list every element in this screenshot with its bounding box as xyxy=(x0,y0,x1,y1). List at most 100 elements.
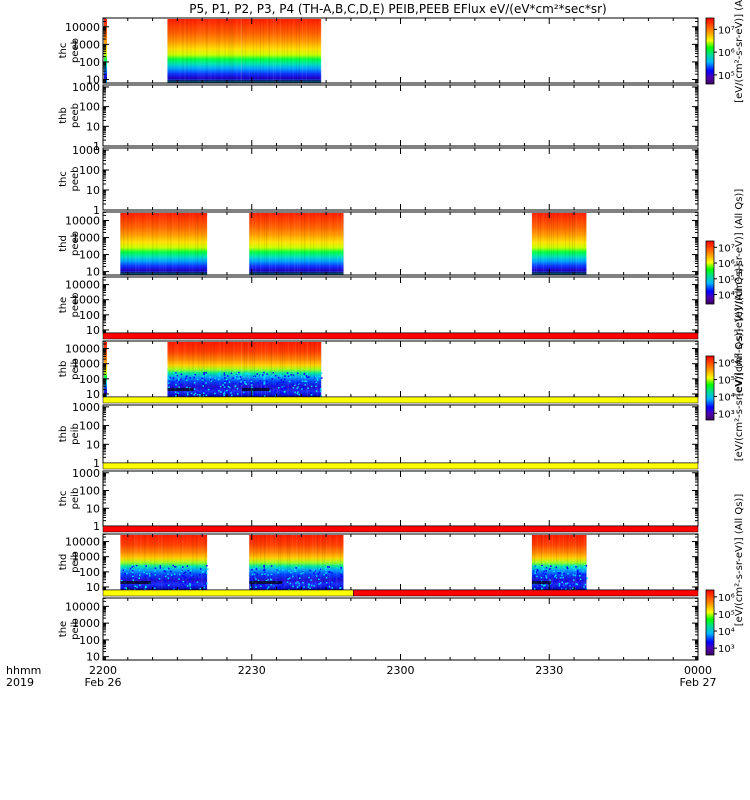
speckle xyxy=(181,575,183,577)
texture-line xyxy=(297,213,299,275)
panel-label-probe: thb xyxy=(58,426,69,443)
speckle xyxy=(199,573,201,576)
speckle xyxy=(124,588,126,590)
texture-line xyxy=(531,535,533,590)
speckle xyxy=(320,395,323,397)
texture-line xyxy=(175,19,177,83)
speckle xyxy=(254,387,256,389)
speckle xyxy=(577,576,579,579)
speckle xyxy=(202,392,205,394)
speckle xyxy=(297,382,299,384)
speckle xyxy=(566,566,568,568)
speckle xyxy=(172,587,175,589)
texture-line xyxy=(256,342,258,397)
speckle xyxy=(297,391,299,394)
texture-line xyxy=(558,535,560,590)
speckle xyxy=(266,588,268,591)
texture-line xyxy=(585,535,587,590)
speckle xyxy=(568,578,570,580)
texture-line xyxy=(306,342,308,397)
speckle xyxy=(222,390,225,393)
panel-label: thb peib xyxy=(58,423,81,445)
speckle xyxy=(298,575,300,577)
texture-line xyxy=(571,213,573,275)
speckle xyxy=(174,565,176,568)
speckle xyxy=(303,375,306,378)
speckle xyxy=(244,380,246,383)
texture-line xyxy=(228,342,230,397)
speckle xyxy=(318,583,320,585)
speckle xyxy=(293,384,296,387)
speckle xyxy=(186,386,188,389)
y-tick-label: 10 xyxy=(86,324,100,337)
panel-thb-peeb: 1 10 100 1000 thb peeb xyxy=(58,81,699,153)
speckle xyxy=(298,566,300,569)
x-tick-label: 2200 xyxy=(89,664,117,677)
panel-label: the peeb xyxy=(58,293,81,318)
texture-line xyxy=(147,535,149,590)
texture-line xyxy=(244,19,246,83)
speckle xyxy=(540,579,543,581)
texture-line xyxy=(251,535,253,590)
speckle xyxy=(276,383,279,385)
speckle xyxy=(186,565,189,567)
dark-band xyxy=(531,581,551,585)
speckle xyxy=(572,574,575,576)
texture-line xyxy=(281,213,283,275)
speckle xyxy=(287,578,289,580)
speckle xyxy=(574,574,577,577)
speckle xyxy=(263,383,265,385)
dark-band xyxy=(241,80,322,83)
speckle xyxy=(288,570,290,572)
spectrogram-block xyxy=(531,213,587,275)
texture-line xyxy=(292,535,294,590)
speckle xyxy=(138,577,140,579)
texture-line xyxy=(210,342,212,397)
texture-line xyxy=(285,213,287,275)
speckle xyxy=(578,582,581,584)
speckle xyxy=(202,375,204,378)
speckle xyxy=(315,390,318,392)
texture-line xyxy=(583,213,585,275)
speckle xyxy=(245,383,248,385)
speckle xyxy=(135,565,137,568)
speckle xyxy=(283,378,286,381)
texture-line xyxy=(249,342,251,397)
speckle xyxy=(301,388,303,390)
speckle xyxy=(262,386,264,388)
texture-line xyxy=(199,19,201,83)
speckle xyxy=(167,377,170,380)
speckle xyxy=(318,578,320,581)
speckle xyxy=(194,373,197,376)
texture-line xyxy=(237,342,239,397)
texture-line xyxy=(319,19,321,83)
speckle xyxy=(196,581,199,583)
speckle xyxy=(312,588,314,591)
speckle xyxy=(180,570,183,572)
speckle xyxy=(284,387,286,389)
texture-line xyxy=(167,535,169,590)
texture-line xyxy=(309,342,311,397)
texture-line xyxy=(256,535,258,590)
speckle xyxy=(190,392,193,395)
texture-line xyxy=(175,342,177,397)
texture-line xyxy=(249,213,251,275)
speckle xyxy=(325,572,327,574)
flag-bar-yellow xyxy=(102,462,699,470)
texture-line xyxy=(240,19,242,83)
speckle xyxy=(207,388,210,391)
speckle xyxy=(303,394,305,397)
speckle xyxy=(237,393,239,395)
speckle xyxy=(220,391,222,393)
texture-line xyxy=(142,213,144,275)
speckle xyxy=(280,587,283,590)
texture-line xyxy=(198,342,200,397)
speckle xyxy=(136,586,138,588)
speckle xyxy=(199,588,202,590)
colorbar-tick-label: 10⁵ xyxy=(718,71,735,82)
speckle xyxy=(340,575,343,578)
speckle xyxy=(192,582,194,584)
speckle xyxy=(560,584,562,587)
speckle xyxy=(324,567,327,570)
texture-line xyxy=(158,535,160,590)
